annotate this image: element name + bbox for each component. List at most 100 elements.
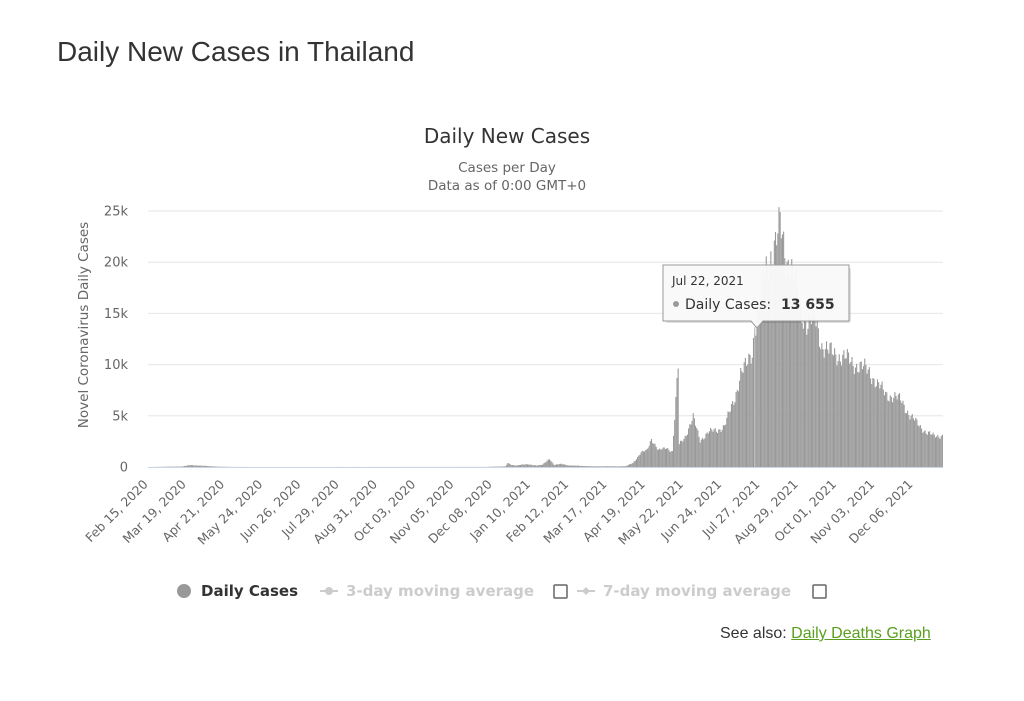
bar	[763, 281, 765, 467]
bar	[676, 377, 678, 467]
bar	[742, 372, 744, 467]
daily-cases-chart: Daily New Cases Cases per Day Data as of…	[76, 124, 943, 600]
bar	[195, 465, 197, 467]
bar	[660, 449, 662, 467]
bar	[869, 378, 872, 467]
bar	[670, 451, 672, 467]
bar	[508, 463, 510, 467]
bar	[925, 433, 927, 467]
bar	[860, 361, 862, 467]
bar	[185, 465, 187, 467]
bar	[632, 462, 634, 467]
bar	[849, 363, 851, 467]
bar	[202, 465, 204, 467]
bar	[697, 430, 699, 467]
bar	[751, 357, 753, 467]
tooltip-value: 13 655	[781, 297, 835, 313]
bar	[730, 403, 733, 467]
bar	[682, 441, 684, 467]
bar	[755, 335, 757, 467]
bar	[769, 264, 771, 467]
bar	[684, 435, 686, 467]
legend-item-3-day-average[interactable]: 3-day moving average	[346, 582, 534, 600]
bar	[532, 465, 534, 467]
bar	[587, 466, 589, 467]
bar	[565, 464, 567, 467]
bar	[668, 449, 670, 467]
bar	[917, 425, 919, 467]
bar	[501, 466, 503, 467]
checkbox-7-day-average[interactable]	[812, 584, 827, 599]
bar	[628, 464, 631, 467]
tooltip-label: Daily Cases:	[685, 297, 771, 313]
bar	[819, 346, 821, 467]
bar	[609, 466, 611, 467]
bar	[637, 456, 639, 467]
bar	[861, 369, 863, 467]
chart-subtitle-line2: Data as of 0:00 GMT+0	[428, 178, 586, 194]
bar	[888, 401, 890, 467]
bar	[856, 363, 858, 467]
bar	[750, 363, 752, 467]
bar	[690, 424, 692, 467]
bar	[521, 464, 523, 467]
bar	[524, 464, 526, 467]
bar	[520, 464, 522, 467]
bar	[916, 419, 918, 467]
bar	[531, 465, 533, 467]
bar	[554, 464, 556, 467]
bar	[613, 466, 615, 467]
legend-item-daily-cases[interactable]: Daily Cases	[201, 582, 298, 600]
bar	[900, 400, 902, 467]
bar	[537, 465, 539, 467]
see-also-label: See also:	[720, 625, 787, 642]
bar	[932, 432, 934, 467]
bar	[211, 466, 213, 467]
y-tick-label: 25k	[104, 205, 129, 220]
bar	[883, 395, 885, 467]
bar	[208, 466, 210, 467]
bar	[579, 465, 581, 467]
bar	[631, 463, 633, 467]
bar	[893, 397, 895, 467]
bar	[618, 466, 620, 467]
bar	[204, 465, 206, 467]
bar	[744, 357, 746, 467]
bar	[689, 424, 691, 467]
bar	[739, 380, 741, 467]
bar	[193, 465, 195, 467]
bar	[757, 301, 759, 467]
bar	[777, 233, 779, 467]
bar	[205, 465, 208, 467]
checkbox-3-day-average[interactable]	[553, 584, 568, 599]
bar	[615, 466, 617, 467]
bar	[675, 396, 677, 467]
bar	[645, 449, 647, 467]
bar	[506, 464, 508, 467]
bar	[649, 441, 651, 467]
y-tick-label: 20k	[104, 256, 129, 271]
bar	[642, 451, 644, 467]
bar	[200, 465, 202, 467]
bar	[747, 364, 749, 467]
bar	[872, 378, 874, 467]
bar	[700, 439, 702, 467]
bar	[827, 349, 829, 467]
bar	[832, 355, 835, 467]
bar	[708, 431, 710, 467]
bar	[606, 466, 609, 467]
bar	[909, 419, 911, 467]
bar	[712, 431, 714, 467]
bar	[603, 466, 605, 467]
legend-item-7-day-average[interactable]: 7-day moving average	[603, 582, 791, 600]
bar	[599, 466, 602, 467]
bar	[939, 438, 941, 467]
bar	[714, 428, 716, 467]
bar	[677, 368, 679, 467]
y-axis-label: Novel Coronavirus Daily Cases	[76, 222, 92, 428]
bar	[929, 431, 931, 467]
bar	[741, 371, 743, 467]
daily-deaths-graph-link[interactable]: Daily Deaths Graph	[791, 625, 931, 642]
legend[interactable]: Daily Cases 3-day moving average 7-day mov…	[177, 582, 827, 600]
bar	[522, 464, 524, 467]
